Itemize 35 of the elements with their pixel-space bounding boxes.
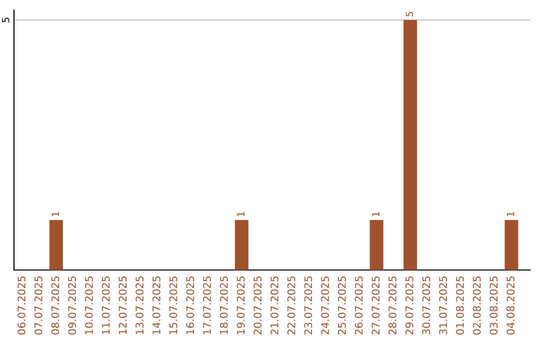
x-tick-label: 30.07.2025 (422, 276, 430, 334)
data-label: 1 (52, 212, 59, 216)
x-tick-label: 31.07.2025 (439, 276, 448, 334)
x-tick-label: 24.07.2025 (321, 276, 329, 334)
x-tick-label: 11.07.2025 (102, 276, 110, 334)
x-tick-label: 19.07.2025 (236, 276, 245, 334)
x-tick-label: 13.07.2025 (136, 276, 144, 334)
data-label: 1 (372, 212, 380, 216)
x-tick-label: 04.08.2025 (506, 276, 514, 335)
x-tick-label: 01.08.2025 (456, 276, 464, 335)
x-tick-label: 09.07.2025 (68, 276, 76, 335)
x-tick-label: 26.07.2025 (354, 276, 363, 334)
x-tick-label: 21.07.2025 (270, 276, 278, 334)
x-tick-label: 16.07.2025 (186, 276, 194, 334)
x-tick-label: 12.07.2025 (118, 276, 127, 334)
x-tick-label: 22.07.2025 (287, 276, 296, 334)
x-tick-label: 20.07.2025 (254, 276, 262, 334)
x-tick-label: 23.07.2025 (304, 276, 312, 334)
x-tick-label: 25.07.2025 (338, 276, 346, 334)
x-tick-label: 07.07.2025 (34, 276, 42, 335)
x-tick-label: 10.07.2025 (85, 276, 93, 334)
x-tick-label: 08.07.2025 (51, 276, 60, 335)
x-tick-label: 18.07.2025 (220, 276, 228, 334)
x-tick-label: 29.07.2025 (405, 276, 414, 334)
x-tick-label: 02.08.2025 (472, 276, 481, 335)
x-tick-label: 14.07.2025 (152, 276, 160, 334)
x-tick-label: 17.07.2025 (203, 276, 211, 334)
x-tick-label: 15.07.2025 (169, 276, 178, 334)
x-tick-label: 03.08.2025 (490, 276, 498, 335)
data-label: 1 (507, 212, 514, 216)
data-label: 5 (406, 12, 414, 16)
x-tick-label: 28.07.2025 (388, 276, 396, 334)
x-tick-label: 06.07.2025 (18, 276, 26, 335)
x-tick-label: 27.07.2025 (372, 276, 380, 334)
data-label: 1 (237, 212, 244, 216)
